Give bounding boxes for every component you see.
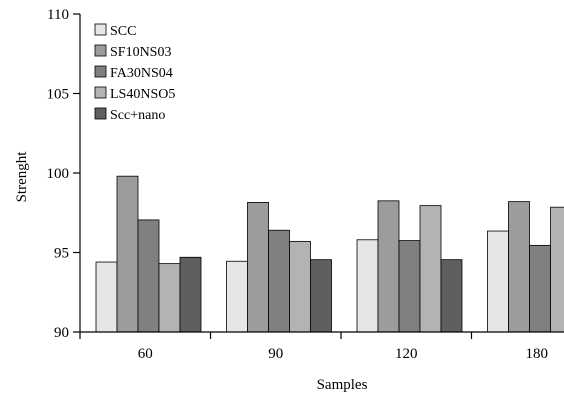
legend-label-sf10ns03: SF10NS03 xyxy=(110,45,171,60)
bar-fa30ns04-90 xyxy=(268,229,290,333)
legend: SCC SF10NS03 FA30NS04 LS40NSO5 Scc+nano xyxy=(94,23,175,123)
bar-scc-120 xyxy=(356,239,379,333)
legend-label-fa30ns04: FA30NS04 xyxy=(110,66,173,81)
legend-swatch-ls40nso5 xyxy=(94,86,107,99)
bar-sf10ns03-120 xyxy=(377,200,400,333)
legend-swatch-scc-nano xyxy=(94,107,107,120)
y-tick-label-110: 110 xyxy=(47,7,69,23)
bar-fa30ns04-60 xyxy=(137,219,160,333)
legend-label-ls40nso5: LS40NSO5 xyxy=(110,87,175,102)
bar-ls40nso5-120 xyxy=(419,205,442,333)
bar-fa30ns04-180 xyxy=(529,244,551,333)
legend-swatch-fa30ns04 xyxy=(94,65,107,78)
y-tick-label-90: 90 xyxy=(54,325,69,341)
x-tick-label-120: 120 xyxy=(395,346,418,362)
bar-scc-nano-60 xyxy=(179,256,202,333)
bar-fa30ns04-120 xyxy=(398,240,421,333)
bar-scc-60 xyxy=(95,261,118,333)
y-axis-title: Strenght xyxy=(14,151,30,203)
legend-swatch-sf10ns03 xyxy=(94,44,107,57)
tick-labels: 90 95 100 105 110 60 90 120 180 xyxy=(47,7,549,362)
x-tick-label-60: 60 xyxy=(138,346,153,362)
bar-sf10ns03-180 xyxy=(508,201,530,333)
y-tick-label-105: 105 xyxy=(47,87,70,103)
axes xyxy=(73,13,564,339)
bar-sf10ns03-90 xyxy=(247,202,269,333)
bar-ls40nso5-180 xyxy=(550,206,564,333)
bar-scc-nano-120 xyxy=(440,259,463,333)
y-tick-label-95: 95 xyxy=(54,246,69,262)
legend-swatch-scc xyxy=(94,23,107,36)
bar-ls40nso5-60 xyxy=(158,263,181,333)
legend-label-scc-nano: Scc+nano xyxy=(110,108,165,123)
bar-scc-90 xyxy=(226,260,248,333)
bar-scc-nano-90 xyxy=(310,259,332,333)
bar-scc-180 xyxy=(487,230,509,333)
legend-label-scc: SCC xyxy=(110,24,136,39)
x-axis-title: Samples xyxy=(317,377,368,393)
bar-ls40nso5-90 xyxy=(289,240,311,333)
x-tick-label-90: 90 xyxy=(268,346,283,362)
bar-sf10ns03-60 xyxy=(116,175,139,333)
y-tick-label-100: 100 xyxy=(47,166,70,182)
bar-group xyxy=(95,175,564,333)
x-tick-label-180: 180 xyxy=(526,346,549,362)
